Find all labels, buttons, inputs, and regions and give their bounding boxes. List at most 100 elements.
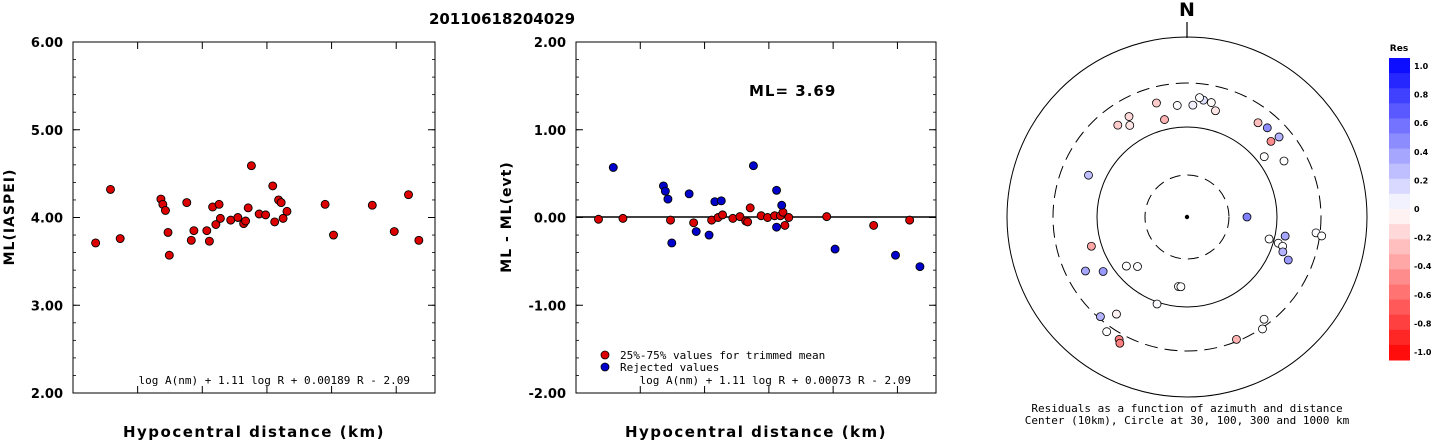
middle-data-point [716, 196, 726, 206]
station-marker [1152, 299, 1162, 309]
legend-accepted-label: 25%-75% values for trimmed mean [620, 349, 825, 362]
middle-data-point [704, 230, 714, 240]
colorbar-tick-label: -1.0 [1414, 348, 1432, 357]
colorbar-swatch [1389, 178, 1410, 195]
colorbar-swatch [1389, 118, 1410, 134]
middle-data-point [748, 161, 758, 171]
left-ytick-label: 4.00 [31, 212, 63, 227]
left-data-point [243, 203, 253, 213]
ring-1000km [1006, 36, 1368, 398]
middle-data-point [905, 215, 915, 225]
colorbar-swatch [1389, 73, 1410, 89]
ring-100km [1096, 126, 1278, 308]
left-data-point [268, 181, 278, 191]
station-marker [1283, 255, 1293, 265]
left-data-point [115, 234, 125, 244]
station-marker [1112, 309, 1121, 319]
middle-ylabel: ML - ML(evt) [499, 161, 515, 272]
left-data-point [186, 235, 196, 245]
left-data-point [270, 217, 280, 227]
colorbar-tick-label: 1.0 [1414, 62, 1429, 71]
station-marker [1242, 212, 1252, 222]
left-data-point [202, 226, 212, 236]
left-data-point [204, 236, 214, 246]
left-data-point [278, 213, 288, 223]
colorbar-swatch [1389, 344, 1410, 361]
left-data-point [389, 227, 399, 236]
station-marker [1133, 262, 1142, 271]
colorbar-swatch [1389, 103, 1410, 119]
middle-axes: -2.00 -1.00 0.00 1.00 2.00 [529, 36, 936, 402]
colorbar-tick-label: -0.6 [1414, 291, 1432, 300]
polar-caption-line2: Center (10km), Circle at 30, 100, 300 an… [1025, 414, 1350, 427]
legend-rejected-label: Rejected values [620, 361, 719, 374]
left-panel: 2.00 3.00 4.00 5.00 6.00 log A(nm) + 1.11 lo… [2, 36, 436, 441]
middle-formula: log A(nm) + 1.11 log R + 0.00073 R - 2.0… [639, 374, 911, 387]
station-marker [1280, 231, 1290, 241]
left-data-point [215, 213, 225, 223]
station-marker [1176, 282, 1186, 292]
station-marker [1262, 123, 1272, 133]
middle-xlabel: Hypocentral distance (km) [625, 423, 887, 441]
left-data-point [282, 206, 292, 216]
left-data-point [211, 220, 221, 229]
polar-stations [1081, 93, 1327, 348]
left-data-point [367, 200, 377, 210]
left-data-point [189, 226, 199, 236]
station-marker [1098, 267, 1108, 276]
station-marker [1124, 112, 1134, 121]
ring-300km [1052, 82, 1322, 352]
colorbar-tick-label: -0.4 [1414, 262, 1432, 271]
middle-data-point [735, 212, 745, 222]
middle-data-point [822, 212, 832, 222]
middle-data-point [667, 238, 677, 248]
station-marker [1278, 247, 1288, 257]
left-data-point [233, 213, 243, 222]
station-marker [1264, 234, 1274, 244]
left-ytick-label: 3.00 [31, 299, 63, 314]
middle-data-point [745, 203, 755, 213]
station-marker [1081, 266, 1090, 276]
left-data-point [404, 190, 413, 200]
colorbar-swatch [1389, 299, 1410, 316]
colorbar-tick-label: -0.2 [1414, 234, 1432, 243]
colorbar-tick-label: 0.8 [1414, 91, 1429, 100]
middle-data-point [684, 189, 694, 199]
middle-data-point [594, 214, 603, 224]
station-marker [1096, 312, 1105, 322]
ml-annotation: ML= 3.69 [749, 82, 836, 100]
ring-30km [1144, 174, 1230, 260]
left-data-point [160, 206, 170, 215]
station-marker [1121, 261, 1131, 271]
middle-data-point [618, 213, 628, 223]
middle-data-point [869, 220, 879, 230]
station-marker [1259, 152, 1269, 162]
colorbar-tick-label: -0.8 [1414, 319, 1432, 328]
epicenter-dot [1184, 214, 1190, 220]
station-marker [1206, 98, 1216, 107]
colorbar-swatch [1389, 133, 1410, 150]
middle-ytick-label: 1.00 [534, 124, 566, 139]
station-marker [1279, 156, 1289, 166]
colorbar-title: Res [1390, 44, 1408, 54]
left-data-point [261, 210, 271, 220]
colorbar-swatch [1389, 329, 1410, 346]
station-marker [1160, 115, 1169, 124]
legend-rejected-marker [600, 362, 610, 372]
station-marker [1274, 132, 1284, 142]
middle-data-point [915, 262, 925, 272]
middle-data-point [608, 163, 618, 172]
middle-points [594, 161, 925, 272]
middle-data-point [772, 185, 782, 195]
middle-ytick-label: 2.00 [534, 36, 566, 51]
colorbar-swatch [1389, 58, 1410, 74]
left-ytick-label: 6.00 [31, 36, 63, 51]
middle-ytick-label: 0.00 [534, 212, 566, 227]
station-marker [1188, 100, 1198, 110]
north-label: N [1179, 0, 1195, 21]
middle-data-point [689, 218, 699, 228]
left-xlabel: Hypocentral distance (km) [123, 423, 385, 441]
middle-data-point [777, 200, 787, 210]
colorbar-swatch [1389, 163, 1410, 180]
station-marker [1258, 324, 1267, 334]
